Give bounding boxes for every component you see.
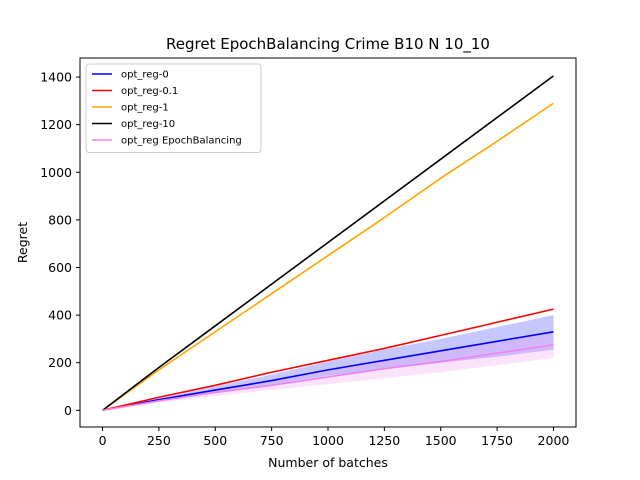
x-tick-label: 2000	[538, 433, 570, 448]
x-tick-label: 500	[203, 433, 227, 448]
legend-entry-1: opt_reg-0.1	[121, 86, 178, 97]
x-tick-label: 250	[147, 433, 171, 448]
confidence-band-0	[102, 315, 554, 411]
series-line-0	[102, 330, 554, 412]
y-tick-label: 200	[48, 355, 72, 370]
y-tick-label: 400	[48, 308, 72, 323]
chart-title: Regret EpochBalancing Crime B10 N 10_10	[166, 35, 490, 54]
series-line-4	[102, 344, 554, 412]
x-tick-label: 1000	[312, 433, 344, 448]
x-tick-label: 1750	[481, 433, 513, 448]
y-tick-label: 0	[64, 403, 72, 418]
x-tick-label: 0	[99, 433, 107, 448]
legend-box	[85, 63, 262, 153]
legend-entry-0: opt_reg-0	[121, 70, 169, 81]
y-tick-label: 1400	[40, 70, 72, 85]
legend: opt_reg-0 opt_reg-0.1 opt_reg-1 opt_reg-10o…	[85, 63, 262, 153]
x-axis-label: Number of batches	[268, 455, 388, 470]
series-line-1	[102, 308, 554, 412]
series-line-2	[102, 102, 554, 411]
y-tick-label: 600	[48, 260, 72, 275]
x-tick-label: 750	[260, 433, 284, 448]
legend-entry-2: opt_reg-1	[121, 103, 169, 114]
y-axis-label: Regret	[15, 222, 30, 263]
series-line-3	[102, 75, 554, 411]
legend-entry-3: opt_reg-10	[121, 119, 175, 130]
legend-entry-4: opt_reg EpochBalancing	[121, 136, 242, 147]
x-tick-label: 1500	[425, 433, 457, 448]
y-tick-label: 1200	[40, 117, 72, 132]
x-tick-label: 1250	[368, 433, 400, 448]
y-tick-label: 1000	[40, 165, 72, 180]
y-tick-label: 800	[48, 212, 72, 227]
